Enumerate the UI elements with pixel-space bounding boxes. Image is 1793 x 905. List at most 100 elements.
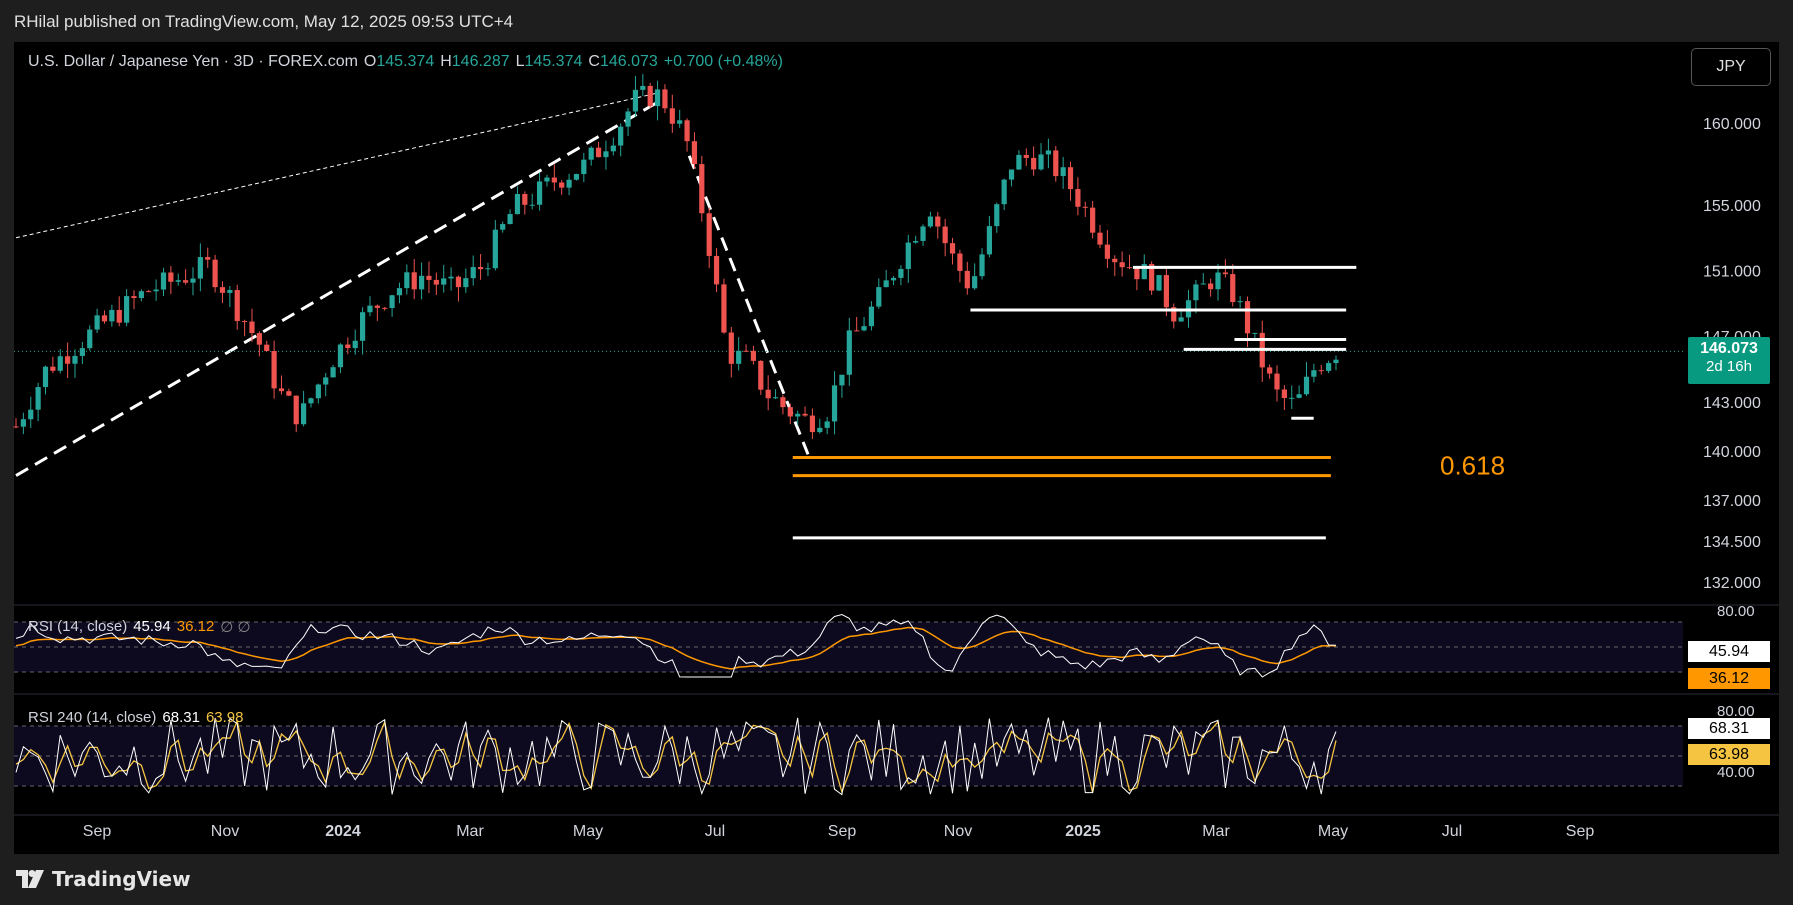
candle-body — [109, 309, 115, 322]
candle-body — [1237, 301, 1243, 303]
candle-body — [1104, 244, 1110, 259]
candle-body — [1274, 373, 1280, 390]
candle-body — [13, 426, 19, 428]
candle-body — [743, 350, 749, 352]
candle-body — [772, 397, 779, 399]
rsi240-line — [15, 717, 1337, 796]
currency-button[interactable]: JPY — [1691, 48, 1771, 86]
last-price: 146.073 — [1700, 340, 1758, 357]
candle-body — [854, 330, 860, 332]
candle-body — [935, 216, 941, 227]
time-axis-label: Mar — [1202, 823, 1230, 840]
candle-body — [581, 159, 587, 175]
candle-body — [374, 305, 380, 308]
candle-body — [138, 291, 144, 298]
candle-body — [1193, 284, 1199, 301]
candle-body — [1163, 275, 1169, 308]
fib-label: 0.618 — [1440, 451, 1505, 481]
candle-body — [758, 360, 764, 390]
candle-body — [868, 306, 875, 327]
candle-body — [212, 259, 218, 288]
candle-body — [632, 89, 639, 112]
candle-body — [647, 85, 653, 107]
rsi240-value-tag: 68.31 — [1688, 718, 1770, 739]
rsi-value: 45.94 — [133, 618, 171, 635]
chart-frame[interactable] — [14, 42, 1779, 854]
candle-body — [308, 398, 314, 404]
candle-body — [1067, 167, 1074, 190]
time-axis-label: May — [573, 823, 603, 840]
candle-body — [382, 307, 388, 309]
candle-body — [1119, 262, 1125, 268]
candle-body — [1267, 367, 1273, 374]
candle-body — [1244, 301, 1251, 334]
candle-body — [1001, 179, 1007, 205]
candle-body — [330, 367, 336, 378]
candle-body — [242, 321, 248, 323]
trendline — [687, 155, 810, 455]
candle-body — [721, 284, 727, 333]
candle-body — [625, 111, 631, 127]
candle-body — [618, 126, 624, 146]
candle-body — [890, 277, 897, 281]
candle-body — [160, 272, 167, 290]
candle-body — [418, 275, 425, 290]
candle-body — [610, 145, 616, 152]
candle-body — [588, 147, 594, 160]
candle-body — [352, 340, 358, 349]
rsi-line — [15, 613, 1337, 678]
rsi-legend[interactable]: RSI (14, close) 45.94 36.12 ∅ ∅ — [28, 618, 251, 636]
candle-body — [94, 315, 100, 330]
candle-body — [470, 267, 476, 279]
candle-body — [131, 296, 137, 298]
candle-body — [146, 291, 152, 293]
candle-body — [669, 108, 675, 124]
candle-body — [1171, 307, 1177, 322]
candle-body — [153, 289, 159, 292]
rsi-ma-tag: 36.12 — [1688, 668, 1770, 689]
rsi240-legend[interactable]: RSI 240 (14, close) 68.31 63.98 — [28, 709, 244, 726]
candle-body — [691, 141, 698, 165]
symbol-legend[interactable]: U.S. Dollar / Japanese Yen · 3D · FOREX.… — [28, 53, 783, 71]
candle-body — [1230, 274, 1236, 303]
candle-body — [441, 278, 447, 285]
candle-body — [485, 268, 491, 270]
candle-body — [367, 305, 373, 313]
time-axis-label: Jul — [1442, 823, 1462, 840]
candle-body — [345, 344, 351, 349]
candle-body — [57, 356, 63, 371]
time-axis-label: Nov — [211, 823, 239, 840]
candle-body — [1045, 150, 1052, 155]
candle-body — [986, 226, 993, 255]
candle-body — [477, 267, 484, 270]
change-value: +0.700 (+0.48%) — [663, 53, 783, 70]
rsi240-axis-label: 80.00 — [1717, 703, 1755, 720]
price-axis-label: 151.000 — [1703, 264, 1761, 281]
time-axis-label: May — [1318, 823, 1348, 840]
candle-body — [256, 333, 262, 345]
candle-body — [1134, 267, 1140, 280]
candle-body — [300, 403, 307, 425]
rsi-value-tag: 45.94 — [1688, 641, 1770, 662]
candle-body — [507, 214, 513, 225]
candle-body — [190, 278, 196, 283]
candle-body — [455, 276, 462, 288]
candle-body — [1318, 370, 1324, 372]
candle-body — [905, 242, 911, 269]
candle-body — [72, 355, 78, 364]
footer: TradingView — [0, 854, 1793, 905]
candle-body — [1075, 189, 1081, 207]
candle-body — [1296, 394, 1302, 398]
candle-body — [396, 288, 403, 296]
tradingview-logo[interactable]: TradingView — [16, 867, 191, 891]
candle-body — [463, 278, 469, 288]
candle-body — [264, 344, 270, 352]
candle-body — [684, 120, 690, 142]
candle-body — [942, 226, 948, 244]
candle-body — [448, 276, 454, 279]
open-label: O — [363, 53, 377, 70]
candle-body — [1016, 154, 1022, 170]
price-axis-label: 143.000 — [1703, 395, 1761, 412]
candle-body — [883, 280, 889, 288]
